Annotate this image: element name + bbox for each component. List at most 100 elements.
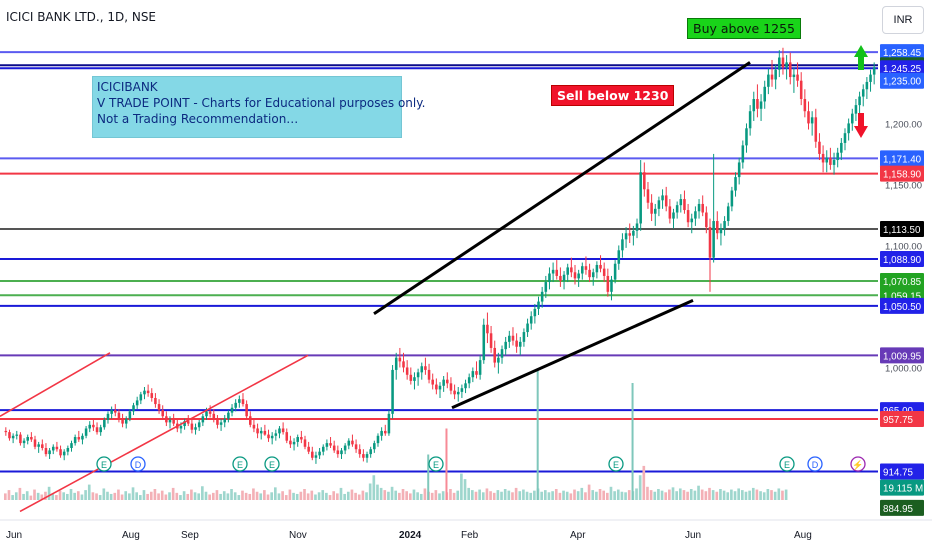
candle-body [635,223,639,231]
y-tick-label: 1,100.00 [885,241,922,252]
volume-spike [445,428,448,500]
candle-body [664,195,668,207]
volume-spike [536,370,539,500]
price-label-text: 1,050.50 [883,302,922,313]
volume-bar [576,491,580,500]
volume-bar [40,494,44,500]
candle-body [672,212,675,219]
volume-bar [372,475,376,500]
candle-body [602,268,606,276]
volume-bar [481,492,485,500]
volume-bar [711,490,715,500]
candle-body [168,419,172,423]
candle-body [81,435,84,440]
candle-body [807,111,810,124]
volume-bar [120,494,124,500]
volume-bar [766,489,770,500]
price-label-badge [880,150,924,167]
volume-bar [722,490,726,500]
volume-bar [719,489,722,500]
candle-body [365,454,369,458]
volume-bar [613,491,616,500]
volume-bar [58,490,62,500]
candle-body [690,218,694,223]
candle-body [110,410,113,414]
candle-body [573,272,577,279]
candle-body [526,323,529,333]
volume-bar [682,490,686,500]
candle-body [263,430,267,435]
candle-body [347,440,351,446]
volume-bar [507,490,511,500]
price-label-badge [880,220,924,237]
currency-selector[interactable]: INR [882,6,924,34]
candle-body [329,443,332,446]
volume-bar [84,490,87,500]
price-label-badge [880,165,924,182]
candle-body [741,145,745,163]
candle-body [48,450,51,455]
volume-bar [412,489,416,500]
candle-body [281,428,285,433]
volume-bar [584,492,587,500]
volume-bar [668,489,671,500]
candle-body [343,445,347,451]
volume-bar [102,488,106,500]
candle-body [464,383,467,389]
volume-bar [430,492,434,500]
candle-body [763,86,766,102]
candle-body [88,424,92,429]
volume-bar [219,493,222,500]
candle-body [544,282,548,292]
up-arrow-icon [854,45,868,70]
volume-bar [171,487,175,500]
candle-body [508,335,511,342]
volume-bar [230,489,233,500]
volume-bar [503,489,507,500]
candle-body [639,172,642,224]
candle-body [256,428,259,434]
volume-bar [441,491,445,500]
volume-bar [73,492,76,500]
candle-body [435,384,438,390]
event-marker-label: E [433,460,439,470]
volume-bar [317,492,321,500]
volume-bar [157,493,160,500]
volume-bar [511,492,514,500]
candle-body [314,455,318,458]
candle-body [851,113,854,124]
volume-bar [306,493,310,500]
event-marker-label: E [237,460,243,470]
candle-body [511,335,515,341]
volume-bar [744,491,748,500]
candle-body [303,439,307,447]
candle-body [632,230,635,236]
volume-bar [587,484,591,500]
volume-bar [204,491,208,500]
x-tick-label: Jun [685,530,701,541]
note-line-1: ICICIBANK [97,80,158,94]
candle-body [486,324,489,334]
candle-body [650,202,653,214]
event-marker [850,456,866,472]
candle-body [227,412,230,419]
price-label-text: 1,088.90 [883,255,922,266]
volume-bar [522,489,525,500]
candle-body [584,266,588,270]
volume-bar [708,487,711,500]
price-label-badge [880,411,924,428]
price-label-text: 957.75 [883,415,914,426]
volume-bar [325,492,328,500]
candle-body [354,444,358,450]
volume-bar [14,492,18,500]
candle-body [383,430,387,434]
event-marker-label: D [135,460,142,470]
volume-bar [226,493,230,500]
candle-body [8,432,11,439]
buy-label: Buy above 1255 [687,18,801,39]
candle-body [124,418,128,424]
volume-bar [47,486,51,500]
volume-bar [131,487,135,500]
candle-body [336,450,340,455]
